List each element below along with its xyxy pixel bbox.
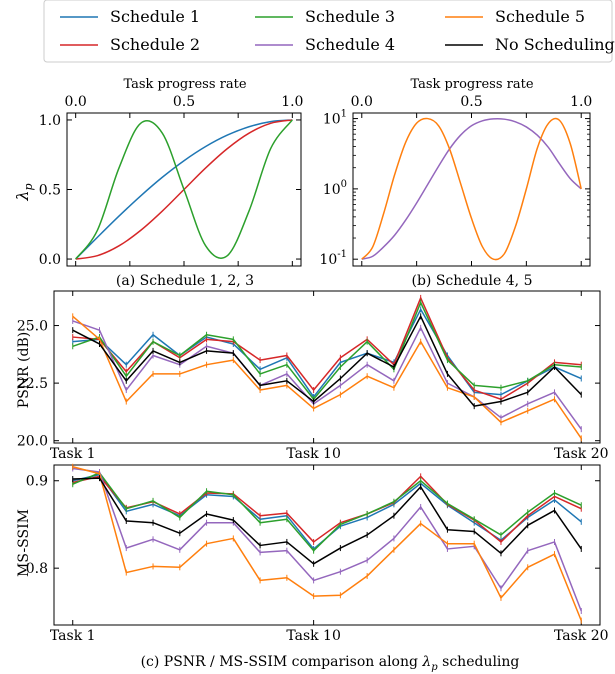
panel-a-xlabel: Task progress rate — [123, 77, 246, 92]
y-tick-label: 0.0 — [39, 252, 61, 268]
panel-a-caption: (a) Schedule 1, 2, 3 — [116, 273, 254, 289]
psnr-ylabel: PSNR (dB) — [16, 332, 32, 408]
series-line-schedule-3 — [72, 301, 582, 400]
panel-a: Task progress rate 0.0 0.5 1.00.00.51.0 λp… — [13, 77, 303, 289]
msssim-ylabel: MS-SSIM — [16, 509, 32, 577]
legend-label: Schedule 1 — [110, 7, 200, 26]
legend-label: Schedule 5 — [495, 7, 585, 26]
panel-b-xlabel: Task progress rate — [410, 77, 533, 92]
x-tick-label: Task 1 — [50, 628, 96, 644]
series-line-no-scheduling — [72, 315, 582, 407]
x-tick-label: Task 20 — [554, 628, 609, 644]
x-tick-label: 0.0 — [65, 94, 87, 110]
panel-b-caption: (b) Schedule 4, 5 — [412, 273, 533, 289]
series-line-schedule-4 — [72, 467, 582, 612]
x-tick-label: 0.0 — [351, 94, 373, 110]
y-tick-label: 101 — [323, 109, 347, 128]
y-tick-label: 10-1 — [319, 249, 347, 268]
plot-frame — [53, 290, 601, 444]
x-tick-label: Task 1 — [50, 446, 96, 462]
legend-label: Schedule 3 — [305, 7, 395, 26]
series-line-schedule-4 — [361, 117, 582, 260]
panel-b: Task progress rate 0.0 0.5 1.0 10-1 100 101 (… — [319, 77, 592, 289]
panel-a-ylabel: λp — [13, 183, 35, 201]
series-line-schedule-1 — [75, 119, 293, 260]
panel-c-caption: (c) PSNR / MS-SSIM comparison along λp s… — [141, 654, 520, 673]
x-tick-label: Task 10 — [286, 628, 341, 644]
series-line-no-scheduling — [72, 477, 582, 565]
y-tick-label: 20.0 — [17, 434, 48, 450]
series-line-schedule-5 — [361, 117, 582, 261]
x-tick-label: Task 20 — [554, 446, 609, 462]
series-line-schedule-5 — [72, 315, 582, 439]
legend-label: Schedule 2 — [110, 35, 200, 54]
series-line-schedule-5 — [72, 466, 582, 621]
legend-label: Schedule 4 — [305, 35, 395, 54]
x-tick-label: Task 10 — [286, 446, 341, 462]
series-line-schedule-4 — [72, 320, 582, 430]
y-tick-label: 0.9 — [26, 474, 48, 490]
y-tick-label: 0.8 — [26, 561, 48, 577]
legend-label: No Scheduling — [495, 35, 615, 54]
panel-psnr: Task 1 Task 10 Task 20 20.0 22.5 25.0 PSNR (d… — [16, 290, 609, 462]
y-tick-label: 25.0 — [17, 319, 48, 335]
y-tick-label: 22.5 — [17, 376, 48, 392]
legend-frame — [43, 0, 613, 63]
x-tick-label: 1.0 — [570, 94, 592, 110]
x-tick-label: 0.5 — [173, 94, 195, 110]
x-tick-label: 1.0 — [281, 94, 303, 110]
series-line-schedule-3 — [75, 119, 293, 260]
y-tick-label: 1.0 — [39, 113, 61, 129]
plot-frame — [53, 464, 601, 626]
series-line-schedule-1 — [72, 308, 582, 398]
y-tick-label: 0.5 — [39, 183, 61, 199]
panel-msssim: Task 1 Task 10 Task 20 0.8 0.9 MS-SSIM (c) P… — [16, 463, 609, 673]
y-tick-label: 100 — [323, 179, 347, 198]
legend: Schedule 1 Schedule 3 Schedule 5 Schedule 2… — [43, 0, 615, 63]
x-tick-label: 0.5 — [460, 94, 482, 110]
series-line-schedule-3 — [72, 472, 582, 552]
